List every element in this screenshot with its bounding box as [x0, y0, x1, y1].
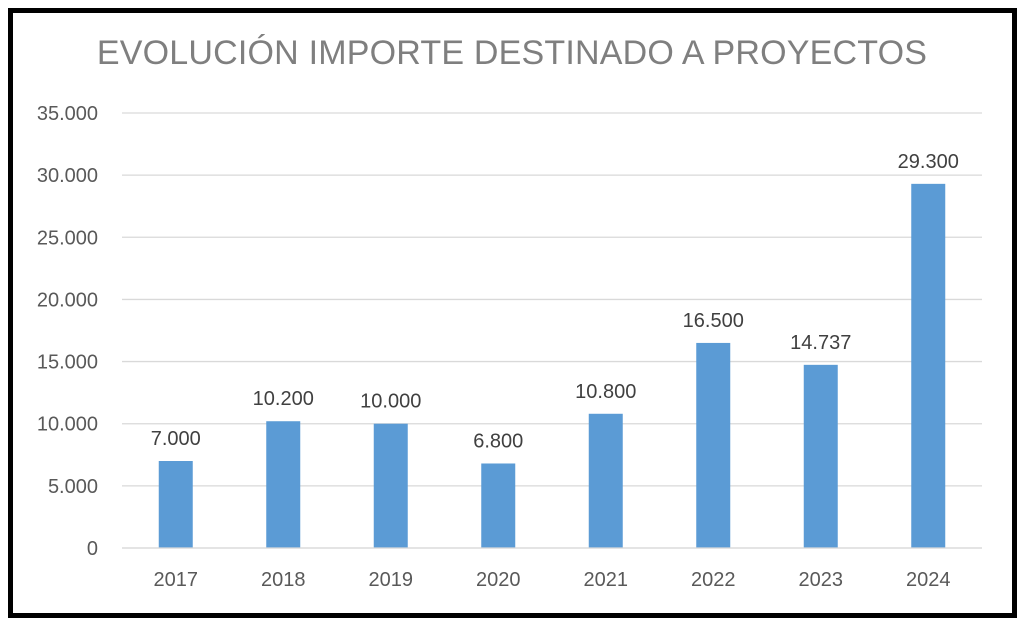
data-label: 10.200 — [253, 388, 314, 410]
x-tick-label: 2019 — [369, 569, 414, 591]
data-label: 14.737 — [790, 332, 851, 354]
x-tick-label: 2018 — [261, 569, 306, 591]
y-tick-label: 35.000 — [37, 103, 98, 125]
data-label: 10.000 — [360, 391, 421, 413]
bar-2019 — [373, 423, 408, 548]
chart-title: EVOLUCIÓN IMPORTE DESTINADO A PROYECTOS — [96, 34, 928, 72]
bar-2023 — [803, 364, 838, 548]
data-label: 6.800 — [473, 430, 523, 452]
data-label: 7.000 — [151, 428, 201, 450]
data-label: 29.300 — [898, 151, 959, 173]
y-tick-label: 25.000 — [37, 227, 98, 249]
y-tick-label: 30.000 — [37, 165, 98, 187]
y-tick-label: 15.000 — [37, 352, 98, 374]
y-tick-label: 0 — [87, 538, 98, 560]
x-tick-label: 2022 — [691, 569, 736, 591]
x-tick-label: 2024 — [906, 569, 951, 591]
bar-2024 — [911, 183, 946, 549]
x-tick-label: 2023 — [799, 569, 844, 591]
x-tick-label: 2021 — [584, 569, 629, 591]
y-tick-label: 10.000 — [37, 414, 98, 436]
data-label: 10.800 — [575, 381, 636, 403]
bar-2022 — [696, 342, 731, 548]
y-tick-label: 20.000 — [37, 289, 98, 311]
x-tick-label: 2020 — [476, 569, 521, 591]
x-tick-label: 2017 — [154, 569, 199, 591]
data-label: 16.500 — [683, 310, 744, 332]
bar-2017 — [158, 461, 193, 548]
y-tick-label: 5.000 — [48, 476, 98, 498]
bar-2018 — [266, 421, 301, 548]
bar-2021 — [588, 413, 623, 548]
bar-2020 — [481, 463, 516, 548]
